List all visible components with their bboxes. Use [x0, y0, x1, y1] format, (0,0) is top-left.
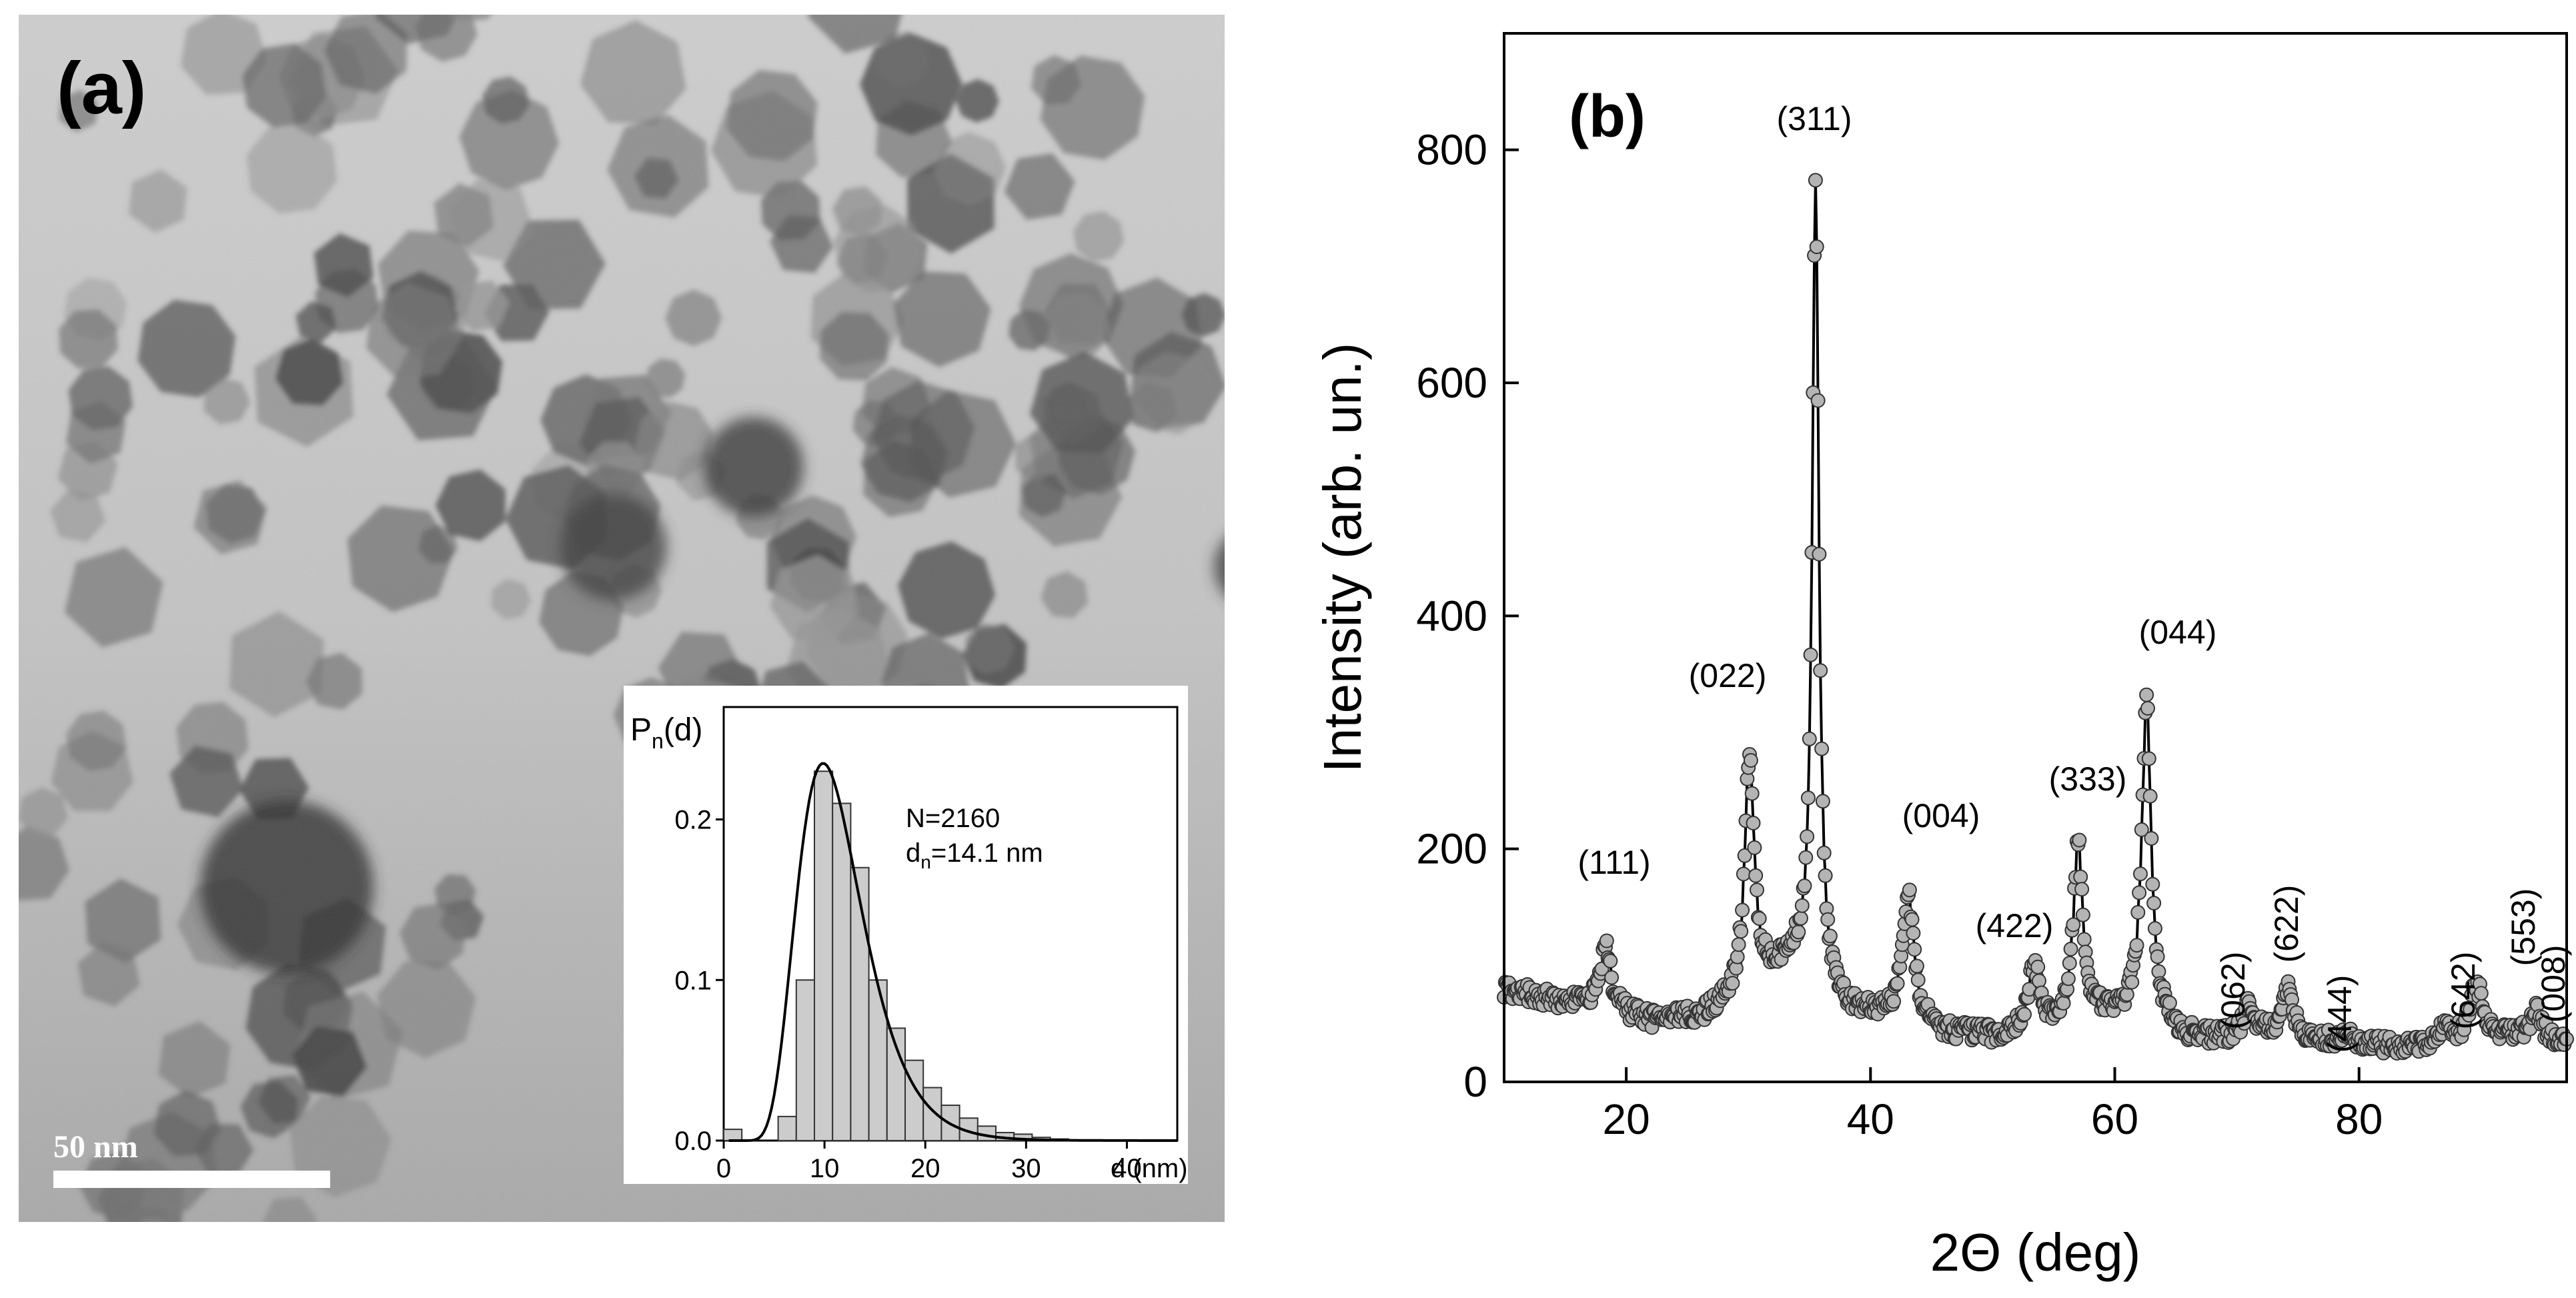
inset-x-tick-label: 20	[910, 1154, 940, 1183]
histogram-bar	[958, 1117, 979, 1141]
inset-y-tick-label: 0.1	[674, 966, 712, 995]
inset-xlabel: d (nm)	[1111, 1154, 1188, 1183]
scale-bar: 50 nm	[53, 1129, 330, 1188]
histogram-bar	[814, 770, 834, 1141]
scale-bar-line	[53, 1171, 330, 1188]
scale-bar-label: 50 nm	[53, 1129, 138, 1165]
inset-ylabel: Pn(d)	[630, 712, 702, 753]
histogram-bar	[795, 979, 816, 1142]
inset-dn-annotation: dn=14.1 nm	[906, 838, 1043, 872]
inset-x-tick-label: 0	[716, 1154, 731, 1183]
inset-x-tick-label: 40	[1112, 1154, 1142, 1183]
histogram-bar	[723, 1129, 743, 1142]
inset-histogram: 0 10 20 30 40d (nm) 0.0 0.1 0.2 Pn(d) N=2160 dn…	[624, 686, 1188, 1184]
histogram-bar	[922, 1087, 942, 1141]
inset-n-annotation: N=2160	[906, 804, 1000, 833]
histogram-bar	[832, 802, 852, 1141]
inset-x-tick-label: 10	[810, 1154, 840, 1183]
inset-y-tick-label: 0.0	[674, 1127, 712, 1156]
inset-x-tick-label: 30	[1011, 1154, 1041, 1183]
nanoparticle	[141, 1218, 165, 1222]
dark-particle	[1214, 540, 1225, 594]
lognormal-fit-curve	[728, 762, 1177, 1142]
panel-a-label: (a)	[57, 47, 146, 129]
histogram-bar	[777, 1115, 797, 1142]
inset-y-tick-label: 0.2	[674, 806, 712, 835]
histogram-bar	[850, 866, 870, 1141]
